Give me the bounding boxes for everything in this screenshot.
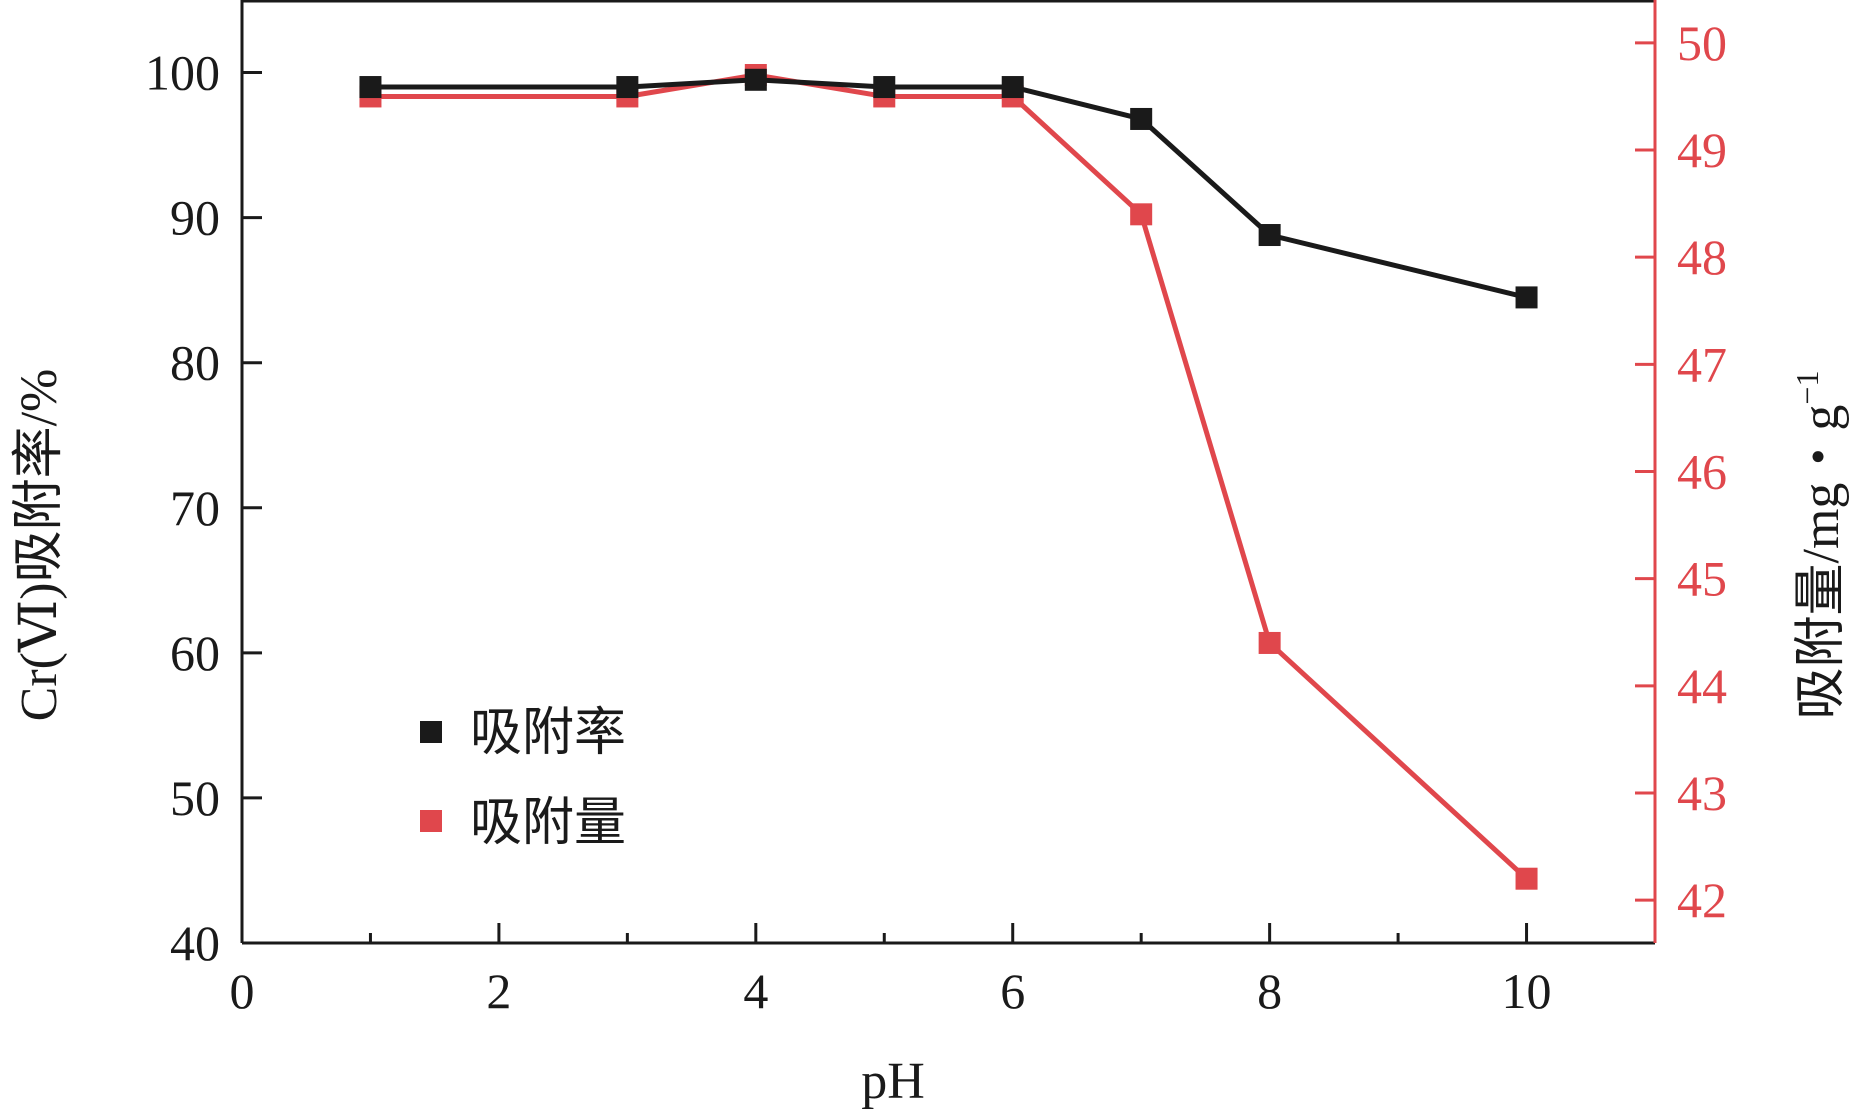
right-tick-label: 50 [1677, 15, 1727, 71]
left-tick-label: 40 [170, 915, 220, 971]
left-tick-label: 70 [170, 480, 220, 536]
series-layer [359, 64, 1538, 890]
right-tick-label: 47 [1677, 336, 1727, 392]
series-line-amount [370, 72, 1529, 881]
left-tick-label: 80 [170, 335, 220, 391]
right-tick-label: 46 [1677, 444, 1727, 500]
data-point-rate [1515, 286, 1538, 309]
legend-marker-amount [420, 810, 442, 832]
right-axis-ticks: 42 43 44 45 46 47 48 49 50 [1635, 15, 1727, 928]
right-tick-label: 43 [1677, 765, 1727, 821]
data-point-rate [1258, 224, 1281, 247]
data-point-amount [1258, 631, 1281, 654]
x-tick-label: 0 [230, 963, 255, 1019]
left-tick-label: 60 [170, 625, 220, 681]
right-tick-label: 49 [1677, 122, 1727, 178]
right-tick-label: 42 [1677, 872, 1727, 928]
data-point-rate [744, 68, 767, 91]
right-tick-label: 48 [1677, 229, 1727, 285]
x-axis-ticks: 0 2 4 6 8 10 [230, 923, 1552, 1019]
left-tick-label: 100 [145, 45, 220, 101]
data-point-rate [616, 76, 639, 99]
legend-label-rate: 吸附率 [470, 703, 626, 763]
x-tick-label: 4 [743, 963, 768, 1019]
right-tick-label: 45 [1677, 551, 1727, 607]
data-point-amount [1515, 867, 1538, 890]
legend: 吸附率 吸附量 [420, 703, 626, 853]
right-axis-title-sup: −1 [1789, 371, 1825, 405]
left-axis-ticks: 40 50 60 70 80 90 100 [145, 45, 262, 971]
x-tick-label: 2 [486, 963, 511, 1019]
right-axis-title-main: 吸附量/mg・g [1793, 405, 1850, 720]
series-line-rate [370, 77, 1528, 300]
data-point-rate [1130, 107, 1153, 130]
x-tick-label: 10 [1502, 963, 1552, 1019]
legend-label-amount: 吸附量 [470, 793, 626, 853]
data-point-amount [1130, 203, 1153, 226]
x-axis-title: pH [861, 1053, 925, 1110]
left-axis-title: Cr(Ⅵ)吸附率/% [11, 369, 68, 722]
left-tick-label: 90 [170, 190, 220, 246]
x-tick-label: 8 [1257, 963, 1282, 1019]
right-axis-title: 吸附量/mg・g−1 [1789, 371, 1850, 720]
legend-marker-rate [420, 721, 442, 743]
data-point-rate [359, 76, 382, 99]
x-tick-label: 6 [1000, 963, 1025, 1019]
left-tick-label: 50 [170, 770, 220, 826]
right-tick-label: 44 [1677, 658, 1727, 714]
data-point-rate [1001, 76, 1024, 99]
data-point-rate [873, 76, 896, 99]
